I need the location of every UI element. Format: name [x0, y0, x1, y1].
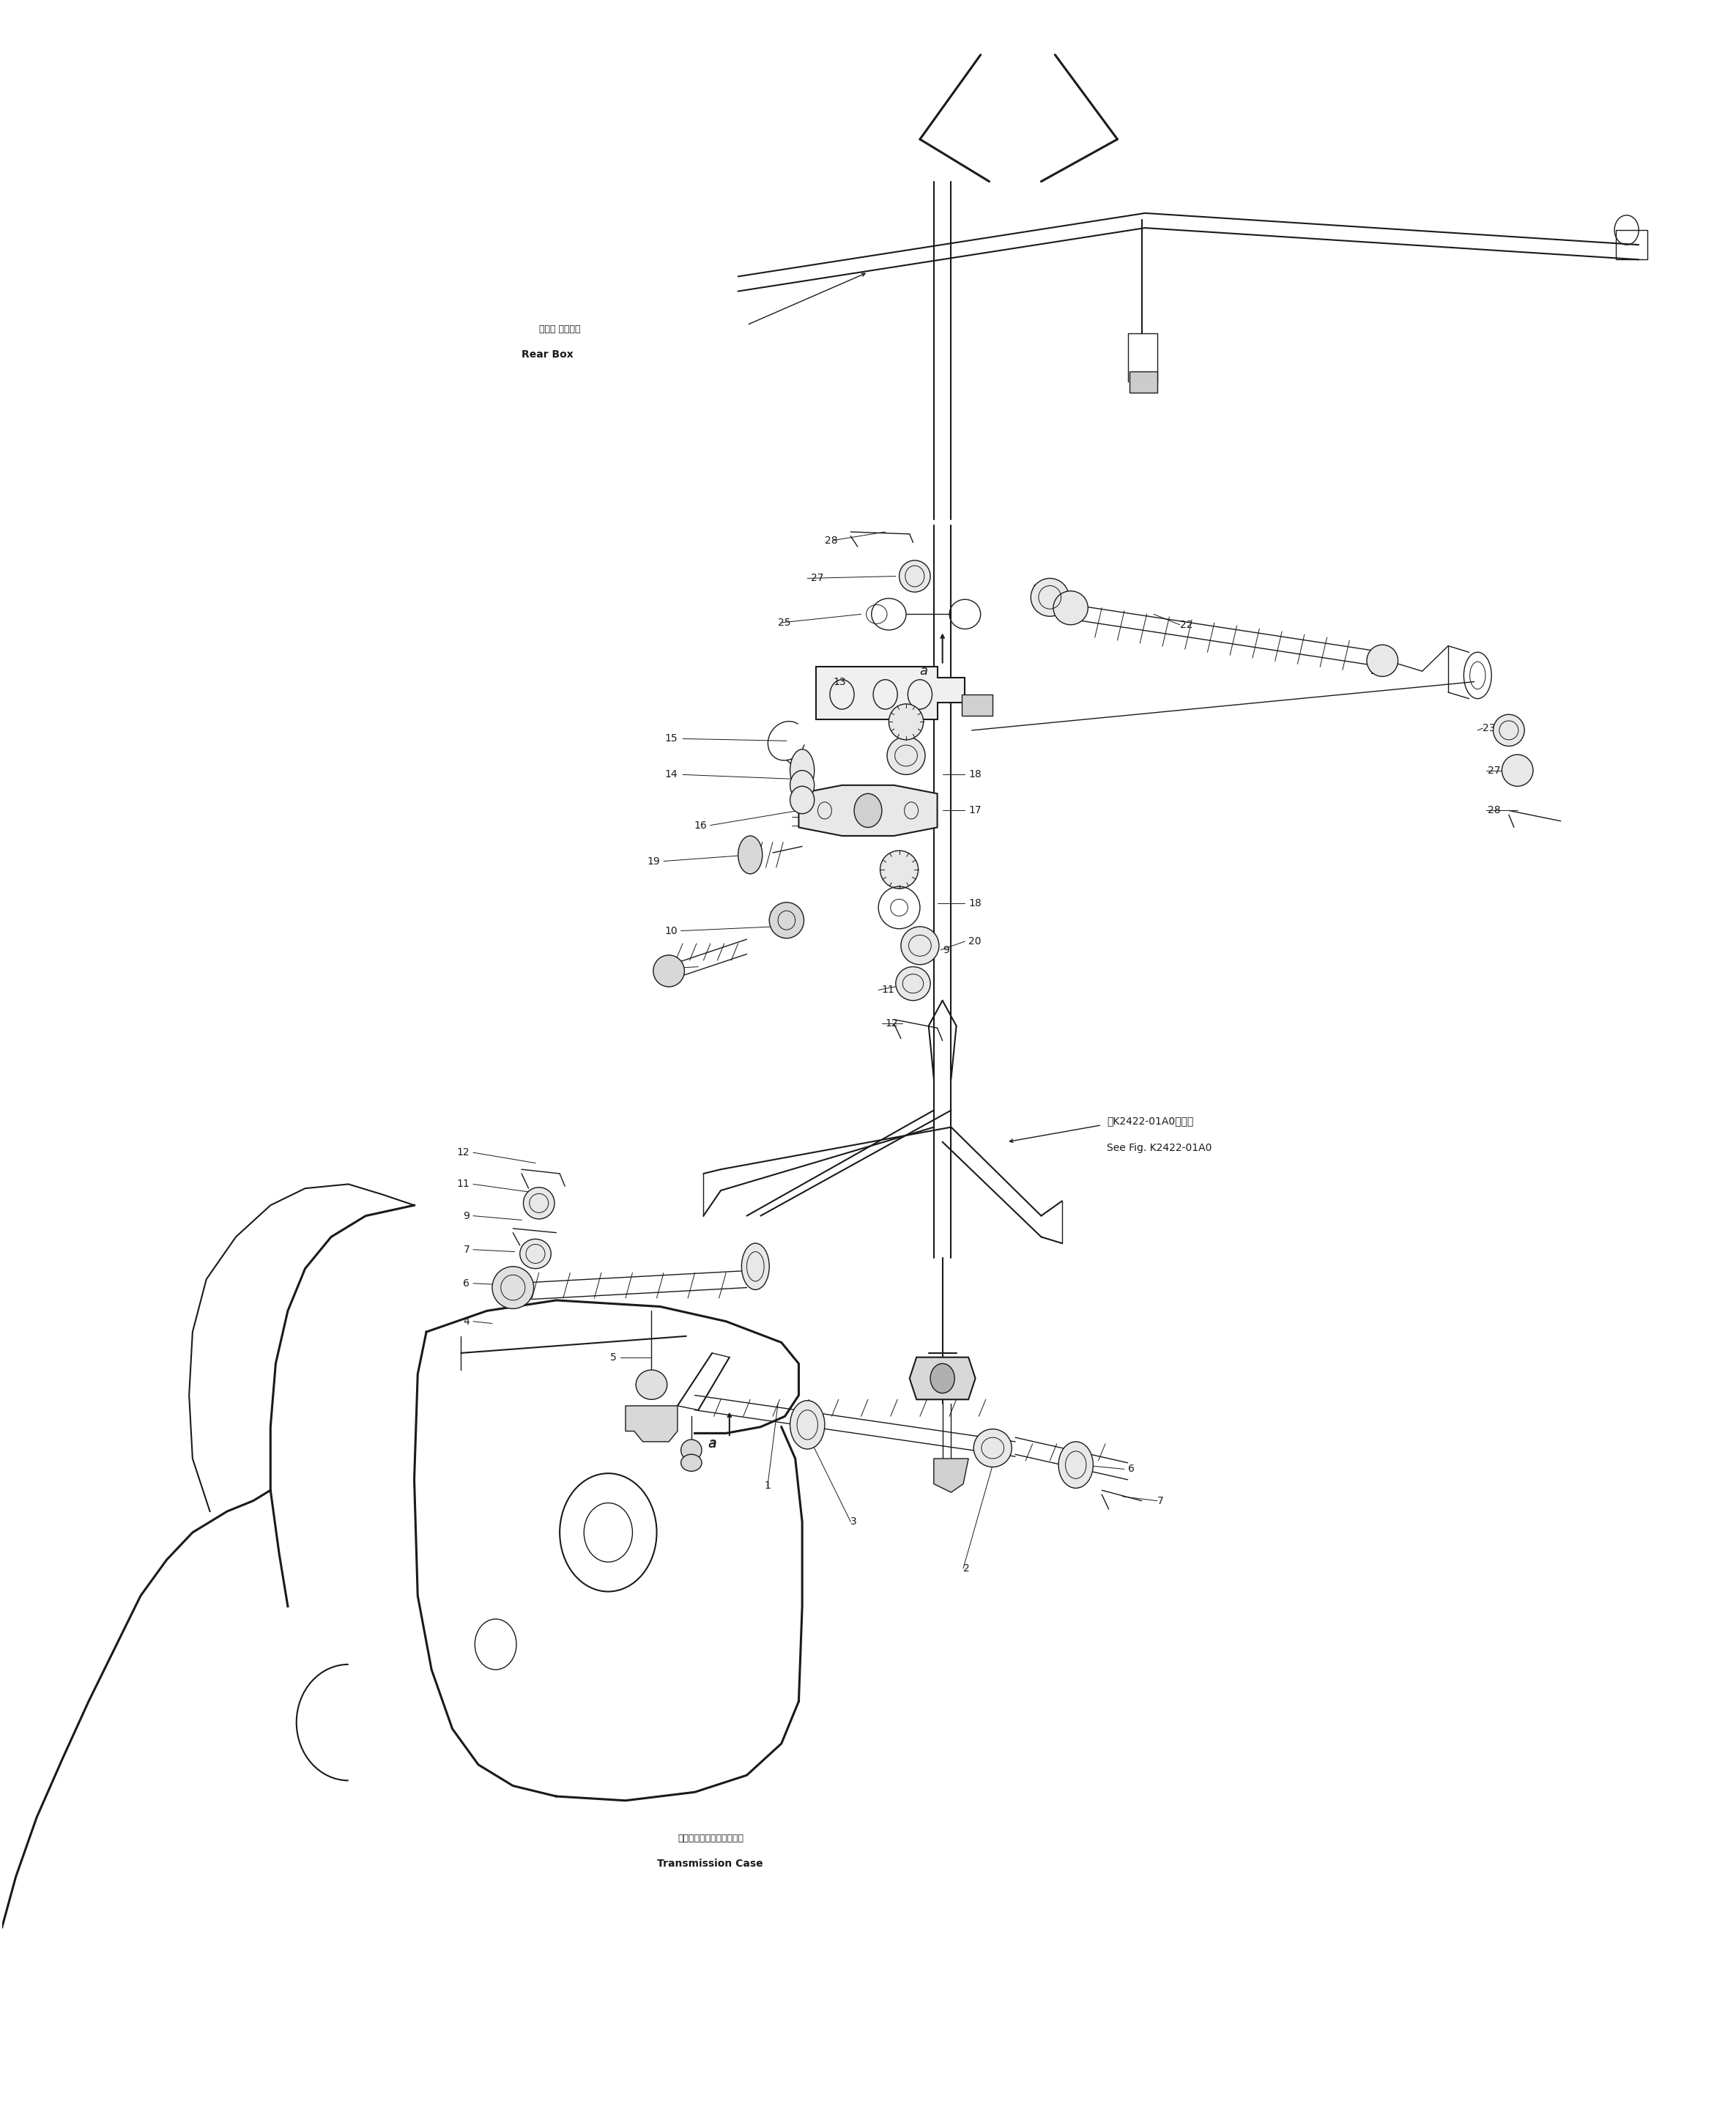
Text: 18: 18	[969, 770, 981, 780]
Ellipse shape	[741, 1244, 769, 1290]
Ellipse shape	[896, 967, 930, 1000]
Text: a: a	[708, 1436, 717, 1451]
Ellipse shape	[790, 787, 814, 814]
Text: 22: 22	[1180, 620, 1193, 630]
Text: 13: 13	[833, 677, 845, 687]
Text: 5: 5	[611, 1351, 616, 1362]
Ellipse shape	[1054, 590, 1088, 624]
Ellipse shape	[790, 749, 814, 791]
Ellipse shape	[681, 1440, 701, 1461]
Bar	[1616, 231, 1647, 260]
Polygon shape	[799, 785, 937, 835]
Text: 14: 14	[665, 770, 677, 780]
Ellipse shape	[738, 835, 762, 873]
Ellipse shape	[974, 1430, 1012, 1468]
Text: 1: 1	[764, 1480, 771, 1491]
Polygon shape	[816, 666, 965, 719]
Text: 8: 8	[654, 964, 660, 975]
Text: 25: 25	[778, 618, 792, 628]
Ellipse shape	[901, 926, 939, 964]
Ellipse shape	[769, 903, 804, 939]
Text: 27: 27	[811, 573, 823, 584]
Ellipse shape	[790, 770, 814, 799]
Ellipse shape	[1493, 715, 1524, 747]
Text: トランスミッションケース: トランスミッションケース	[677, 1834, 743, 1844]
Ellipse shape	[1366, 645, 1397, 677]
Text: a: a	[915, 664, 924, 679]
Text: 9: 9	[943, 945, 950, 956]
Polygon shape	[625, 1406, 677, 1442]
Bar	[962, 694, 993, 715]
Text: 28: 28	[825, 535, 837, 546]
Text: 11: 11	[457, 1178, 470, 1189]
Ellipse shape	[681, 1455, 701, 1472]
Text: 4: 4	[464, 1316, 470, 1326]
Ellipse shape	[653, 956, 684, 988]
Ellipse shape	[1031, 577, 1069, 615]
Ellipse shape	[519, 1239, 550, 1269]
Ellipse shape	[790, 1400, 825, 1449]
Text: 12: 12	[457, 1146, 470, 1157]
Bar	[1130, 372, 1158, 393]
Text: 19: 19	[648, 857, 660, 867]
Polygon shape	[910, 1358, 976, 1400]
Text: 28: 28	[1488, 806, 1502, 816]
Text: 26: 26	[1033, 584, 1045, 594]
Text: a: a	[708, 1438, 717, 1451]
Text: See Fig. K2422-01A0: See Fig. K2422-01A0	[1108, 1142, 1212, 1153]
Text: 第K2422-01A0図参照: 第K2422-01A0図参照	[1108, 1117, 1194, 1125]
Text: Rear Box: Rear Box	[521, 349, 573, 360]
Text: Transmission Case: Transmission Case	[656, 1859, 762, 1870]
Polygon shape	[934, 1459, 969, 1493]
Ellipse shape	[1059, 1442, 1094, 1489]
Text: 24: 24	[1370, 666, 1384, 677]
Text: 11: 11	[882, 986, 894, 994]
Text: 7: 7	[464, 1244, 470, 1254]
Ellipse shape	[1502, 755, 1533, 787]
Text: 6: 6	[1128, 1464, 1134, 1474]
Text: 15: 15	[665, 734, 677, 744]
Text: 10: 10	[665, 926, 677, 937]
Text: リヤー ボックス: リヤー ボックス	[538, 324, 580, 334]
Text: 7: 7	[1158, 1495, 1163, 1506]
Circle shape	[854, 793, 882, 827]
Text: 20: 20	[969, 937, 981, 948]
Text: 23: 23	[1483, 723, 1496, 734]
Circle shape	[930, 1364, 955, 1394]
Ellipse shape	[899, 560, 930, 592]
Ellipse shape	[887, 736, 925, 774]
Ellipse shape	[493, 1267, 533, 1309]
Ellipse shape	[889, 704, 924, 740]
Text: 17: 17	[969, 806, 981, 816]
Text: 27: 27	[1488, 766, 1502, 776]
Ellipse shape	[880, 850, 918, 888]
Text: 21: 21	[969, 706, 981, 717]
Text: 9: 9	[464, 1210, 470, 1220]
Text: 3: 3	[851, 1516, 858, 1527]
Text: 6: 6	[464, 1277, 470, 1288]
Text: 2: 2	[963, 1563, 970, 1574]
Text: a: a	[920, 664, 927, 677]
Ellipse shape	[635, 1371, 667, 1400]
Text: 18: 18	[969, 899, 981, 909]
Text: 16: 16	[694, 821, 707, 831]
Ellipse shape	[523, 1187, 554, 1218]
Text: 12: 12	[885, 1019, 898, 1028]
